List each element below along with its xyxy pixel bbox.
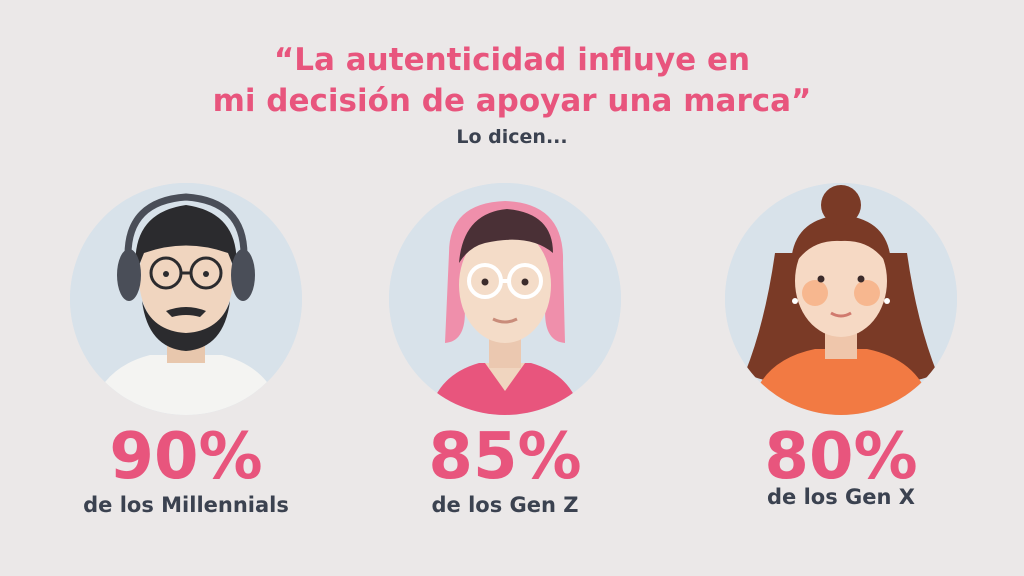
curly-haired-woman-icon — [725, 183, 957, 415]
stat-label: de los Millennials — [83, 493, 289, 517]
subtitle: Lo dicen... — [456, 126, 568, 148]
headline-quote: “La autenticidad influye en mi decisión … — [0, 40, 1024, 122]
stat-value: 85% — [428, 420, 582, 494]
stat-value: 90% — [109, 420, 263, 494]
headline-line-1: “La autenticidad influye en — [273, 42, 751, 78]
stat-label: de los Gen X — [767, 485, 915, 509]
stat-label: de los Gen Z — [431, 493, 579, 517]
pink-haired-person-glasses-icon — [389, 183, 621, 415]
bearded-man-headphones-icon — [70, 183, 302, 415]
headline-line-2: mi decisión de apoyar una marca” — [212, 83, 812, 119]
stat-value: 80% — [764, 420, 918, 494]
